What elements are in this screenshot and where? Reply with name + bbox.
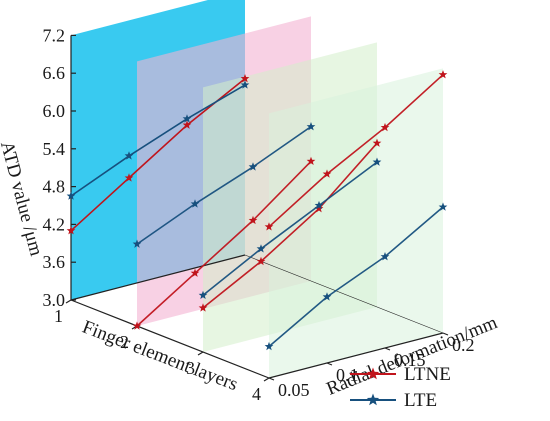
x-tick-mark — [65, 299, 72, 304]
series-marker-lte — [182, 114, 192, 123]
series-marker-lte — [256, 244, 266, 253]
series-marker-ltne — [372, 138, 382, 147]
series-marker-lte — [248, 162, 258, 171]
plane-layer-4 — [269, 68, 443, 379]
series-marker-ltne — [322, 169, 332, 178]
series-marker-ltne — [132, 321, 142, 330]
series-marker-ltne — [314, 204, 324, 213]
far-floor-edge — [244, 254, 444, 334]
legend-label-lte: LTE — [404, 390, 437, 411]
series-line-lte-layer-1 — [70, 84, 246, 197]
y-tick-label: 6.0 — [43, 101, 66, 121]
series-marker-ltne — [240, 74, 250, 83]
y-tick-label: 6.6 — [43, 63, 66, 83]
series-marker-lte — [124, 151, 134, 160]
series-marker-ltne — [306, 156, 316, 166]
series-marker-lte — [380, 252, 390, 261]
z-axis-line — [268, 332, 444, 379]
legend-marker-ltne — [366, 367, 380, 380]
z-tick-label: 0.05 — [278, 380, 310, 400]
series-marker-lte — [198, 290, 208, 300]
layer-planes — [71, 0, 443, 379]
series-line-lte-layer-3 — [202, 161, 378, 296]
series-marker-ltne — [256, 256, 266, 266]
legend-marker-lte — [366, 393, 380, 406]
series-line-ltne-layer-3 — [202, 142, 378, 309]
series-marker-lte — [438, 202, 448, 211]
series-marker-ltne — [124, 173, 134, 182]
layer-series — [66, 70, 448, 351]
x-tick-label: 4 — [252, 384, 261, 404]
z-tick-mark — [268, 377, 275, 381]
z-tick-label: 0.15 — [394, 350, 426, 370]
y-tick-label: 5.4 — [43, 139, 66, 159]
series-marker-lte — [372, 157, 382, 166]
z-tick-mark — [442, 332, 449, 336]
series-marker-lte — [66, 191, 76, 200]
y-tick-label: 4.2 — [43, 214, 66, 234]
x-tick-mark — [197, 351, 204, 356]
series-marker-ltne — [190, 268, 200, 277]
series-marker-lte — [306, 122, 316, 131]
y-tick-label: 7.2 — [43, 25, 66, 45]
back-floor-edge — [70, 254, 246, 301]
series-marker-lte — [132, 239, 142, 248]
series-marker-ltne — [248, 215, 258, 225]
x-tick-label: 1 — [54, 306, 63, 326]
x-tick-mark — [263, 377, 270, 382]
z-tick-mark — [384, 347, 391, 351]
x-axis-line — [70, 299, 270, 379]
series-marker-lte — [240, 80, 250, 89]
series-line-lte-layer-4 — [268, 206, 444, 348]
series-marker-ltne — [66, 226, 76, 235]
series-marker-lte — [314, 200, 324, 210]
series-marker-ltne — [182, 120, 192, 129]
layer-axes — [65, 34, 449, 382]
series-marker-lte — [322, 292, 332, 301]
y-tick-label: 3.0 — [43, 290, 66, 310]
legend: LTNE LTE — [350, 364, 451, 411]
series-line-lte-layer-2 — [136, 125, 312, 245]
x-tick-label: 3 — [186, 358, 195, 378]
series-line-ltne-layer-4 — [268, 74, 444, 228]
y-tick-label: 3.6 — [43, 252, 66, 272]
z-tick-label: 0.1 — [336, 365, 359, 385]
z-tick-mark — [326, 362, 333, 366]
series-marker-lte — [190, 199, 200, 208]
series-marker-ltne — [438, 70, 448, 79]
z-tick-label: 0.2 — [452, 335, 475, 355]
x-tick-label: 2 — [120, 332, 129, 352]
y-axis-title: ATD value /μm — [0, 139, 47, 258]
series-line-ltne-layer-2 — [136, 160, 312, 327]
y-tick-label: 4.8 — [43, 177, 66, 197]
series-marker-ltne — [198, 303, 208, 312]
series-marker-ltne — [380, 122, 390, 132]
series-marker-ltne — [264, 222, 274, 231]
series-marker-lte — [264, 341, 274, 351]
legend-label-ltne: LTNE — [404, 364, 451, 385]
